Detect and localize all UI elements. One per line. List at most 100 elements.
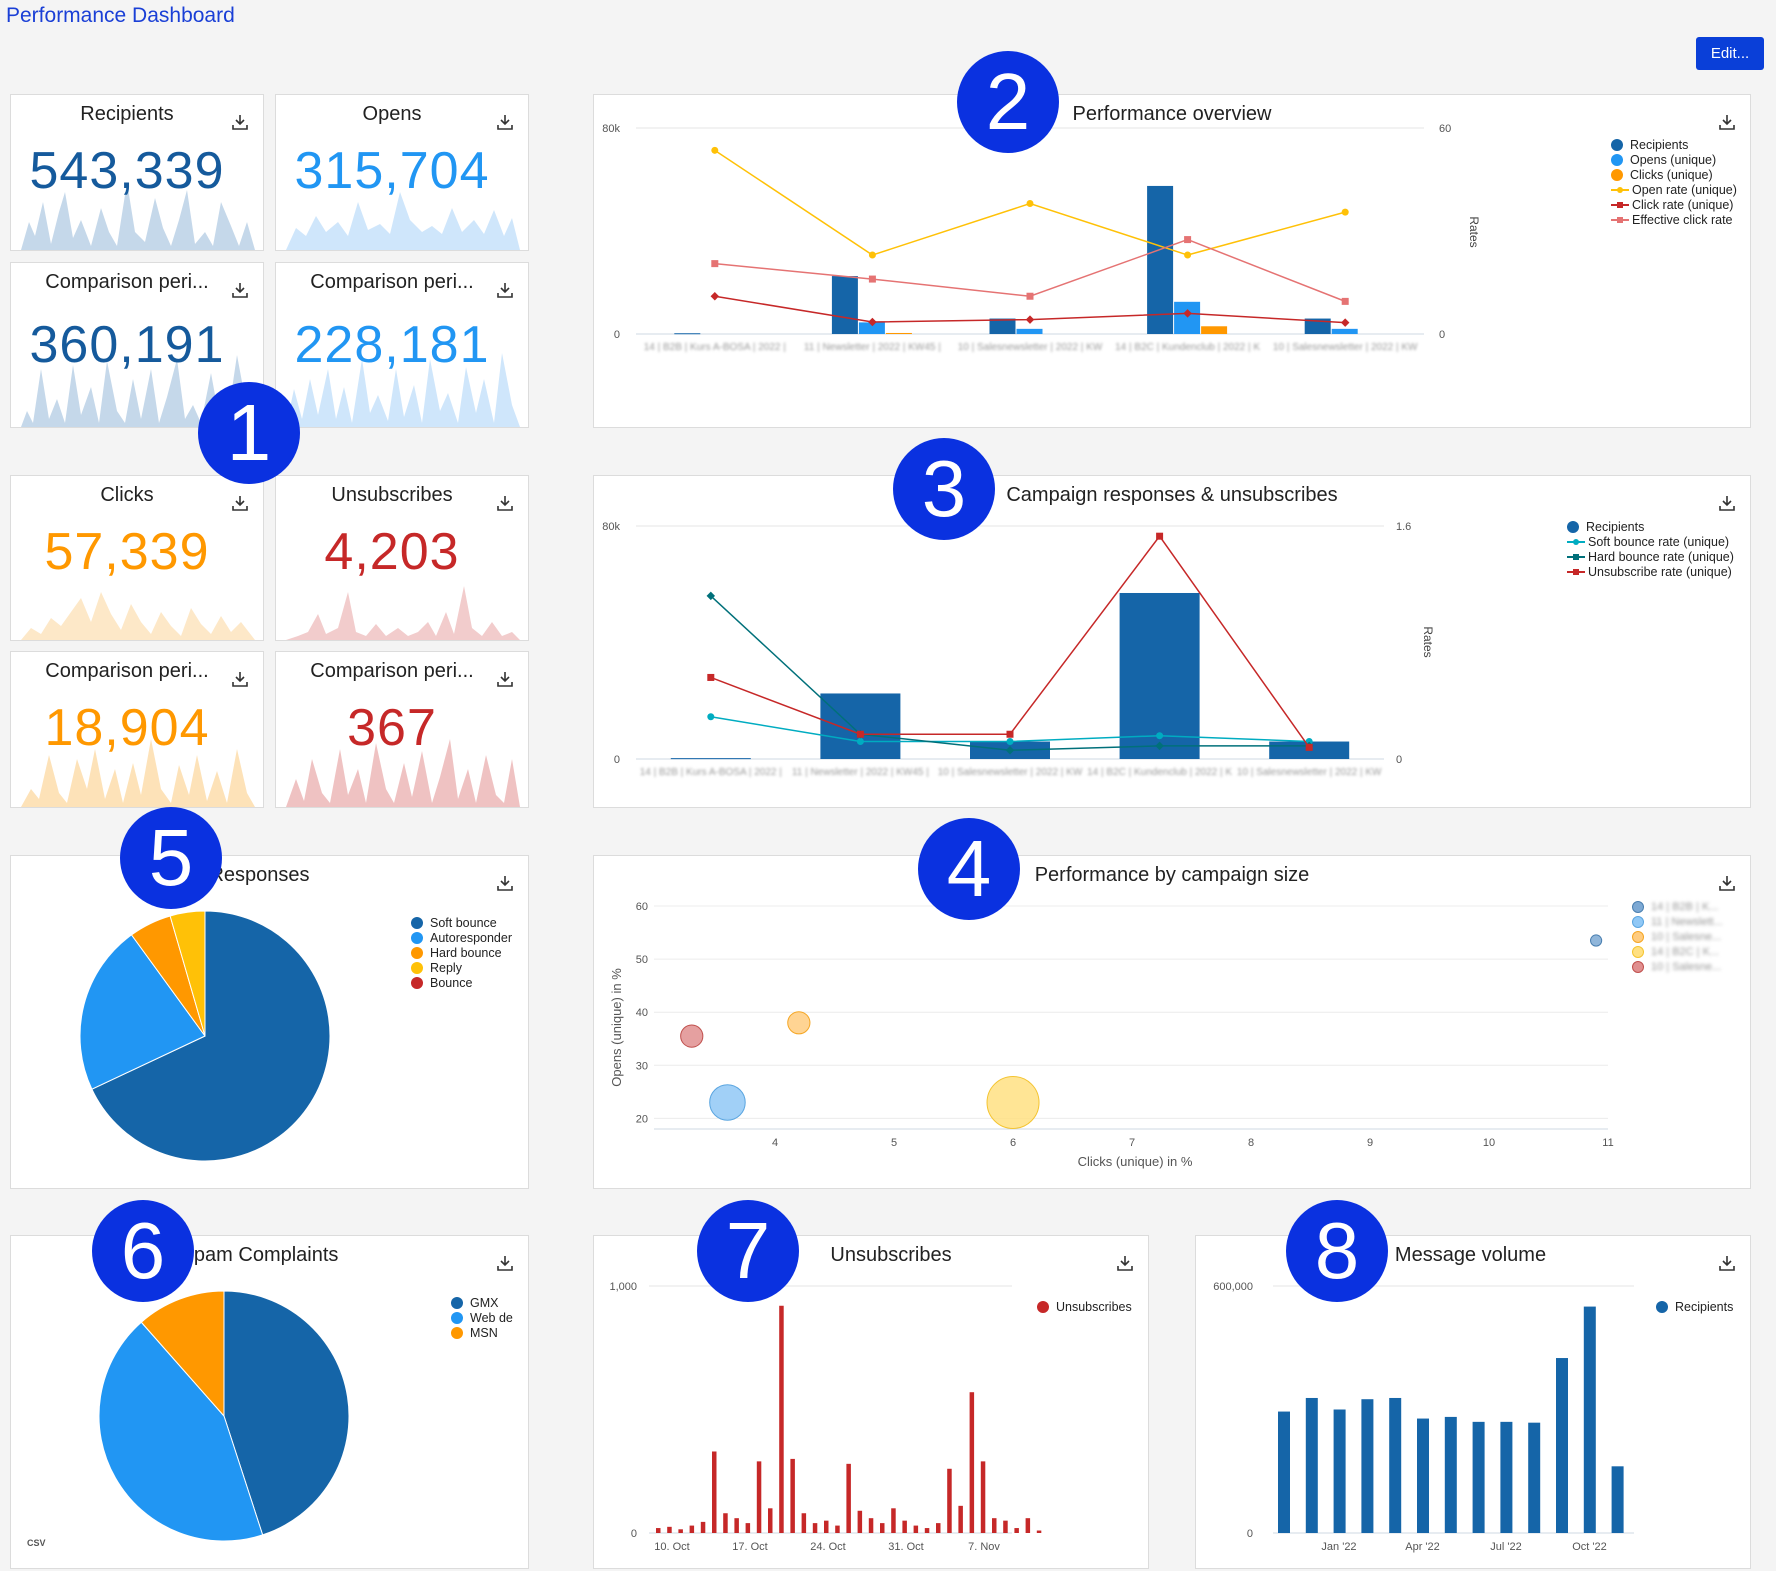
legend-item[interactable]: Recipients	[1611, 137, 1737, 152]
legend-item[interactable]: Unsubscribes	[1037, 1299, 1132, 1314]
download-icon[interactable]	[231, 670, 249, 688]
download-icon[interactable]	[231, 113, 249, 131]
bar	[1016, 328, 1043, 334]
bar	[1036, 1530, 1042, 1533]
series-line	[710, 716, 1310, 743]
kpi-value: 4,203	[324, 523, 460, 581]
legend-item[interactable]: Open rate (unique)	[1611, 182, 1737, 197]
pie-slice	[169, 910, 206, 1037]
x-axis-label: Clicks (unique) in %	[1078, 1154, 1193, 1169]
sparkline	[286, 192, 520, 250]
bar	[1417, 1418, 1429, 1533]
download-icon[interactable]	[496, 113, 514, 131]
kpi-title: Comparison peri...	[45, 660, 209, 682]
badge-5: 5	[120, 807, 222, 909]
y2-tick-label: 60	[1439, 123, 1451, 135]
bar	[1556, 1358, 1568, 1533]
download-icon[interactable]	[1718, 494, 1736, 512]
legend-item[interactable]: Web de	[451, 1310, 513, 1325]
download-icon[interactable]	[496, 874, 514, 892]
y-axis-label: Opens (unique) in %	[609, 968, 624, 1087]
y-tick-label: 50	[636, 954, 648, 966]
chart-legend: Soft bounce Autoresponder Hard bounce Re…	[411, 915, 512, 990]
legend-label: Effective click rate	[1632, 212, 1733, 227]
legend-item[interactable]: Opens (unique)	[1611, 152, 1737, 167]
legend-item[interactable]: Reply	[411, 960, 512, 975]
download-icon[interactable]	[496, 281, 514, 299]
kpi-title: Opens	[362, 103, 422, 125]
point-marker	[1184, 251, 1192, 259]
legend-item[interactable]: 14 | B2B | K...	[1632, 899, 1723, 914]
sparkline	[286, 353, 520, 427]
download-icon[interactable]	[496, 494, 514, 512]
download-icon[interactable]	[231, 281, 249, 299]
spam-complaints-card: Spam Complaints GMX Web de MSN CSV	[10, 1235, 529, 1569]
legend-item[interactable]: Recipients	[1656, 1299, 1733, 1314]
bar	[857, 1510, 863, 1533]
download-icon[interactable]	[1116, 1254, 1134, 1272]
legend-item[interactable]: Effective click rate	[1611, 212, 1737, 227]
bar	[902, 1520, 907, 1533]
sparkline	[21, 182, 255, 250]
download-icon[interactable]	[1718, 874, 1736, 892]
y2-axis-label: Rates	[1421, 626, 1435, 657]
download-icon[interactable]	[1718, 1254, 1736, 1272]
kpi-title: Comparison peri...	[310, 271, 474, 293]
bar	[768, 1508, 773, 1533]
point-marker	[1183, 309, 1192, 318]
point-marker	[1025, 315, 1035, 324]
kpi-value: 543,339	[29, 142, 225, 200]
spam-complaints-pie	[98, 1290, 350, 1542]
legend-item[interactable]: Bounce	[411, 975, 512, 990]
y-tick-label: 30	[636, 1060, 648, 1072]
download-icon[interactable]	[231, 494, 249, 512]
chart-legend: Recipients	[1656, 1299, 1733, 1314]
legend-item[interactable]: Clicks (unique)	[1611, 167, 1737, 182]
x-tick-label: 10 | Salesnewsletter | 2022 | KW	[938, 767, 1083, 778]
edit-button[interactable]: Edit...	[1696, 37, 1764, 70]
legend-item[interactable]: Soft bounce	[411, 915, 512, 930]
x-tick-label: Oct '22	[1572, 1541, 1607, 1553]
legend-label: 10 | Salesne...	[1651, 960, 1722, 973]
chart-title: Message volume	[1394, 1244, 1547, 1266]
badge-8: 8	[1286, 1200, 1388, 1302]
y-tick-label: 40	[636, 1007, 648, 1019]
legend-item[interactable]: MSN	[451, 1325, 513, 1340]
legend-label: MSN	[470, 1325, 498, 1340]
legend-item[interactable]: 10 | Salesne...	[1632, 959, 1723, 974]
kpi-value: 360,191	[29, 316, 225, 374]
legend-label: Unsubscribe rate (unique)	[1588, 564, 1732, 579]
chart-title: Unsubscribes	[830, 1244, 952, 1266]
bar	[824, 1520, 829, 1533]
kpi-value: 315,704	[294, 142, 490, 200]
x-tick-label: 31. Oct	[888, 1541, 923, 1553]
legend-item[interactable]: 10 | Salesne...	[1632, 929, 1723, 944]
legend-item[interactable]: Hard bounce	[411, 945, 512, 960]
chart-legend: 14 | B2B | K... 11 | Newslett... 10 | Sa…	[1632, 899, 1723, 974]
legend-item[interactable]: Autoresponder	[411, 930, 512, 945]
legend-item[interactable]: Hard bounce rate (unique)	[1567, 549, 1734, 564]
download-icon[interactable]	[496, 670, 514, 688]
kpi-value: 367	[347, 699, 437, 757]
x-tick-label: 24. Oct	[810, 1541, 845, 1553]
scatter-point	[1590, 934, 1603, 947]
legend-item[interactable]: Click rate (unique)	[1611, 197, 1737, 212]
download-icon[interactable]	[496, 1254, 514, 1272]
bar	[1304, 318, 1331, 334]
legend-item[interactable]: Recipients	[1567, 519, 1734, 534]
download-icon[interactable]	[1718, 113, 1736, 131]
legend-item[interactable]: 14 | B2C | K...	[1632, 944, 1723, 959]
csv-icon[interactable]: CSV	[27, 1538, 46, 1548]
bar	[670, 758, 751, 760]
legend-item[interactable]: Soft bounce rate (unique)	[1567, 534, 1734, 549]
legend-item[interactable]: 11 | Newslett...	[1632, 914, 1723, 929]
point-marker	[1006, 738, 1014, 746]
x-tick-label: 10 | Salesnewsletter | 2022 | KW	[1273, 342, 1418, 353]
legend-item[interactable]: Unsubscribe rate (unique)	[1567, 564, 1734, 579]
page-title[interactable]: Performance Dashboard	[6, 4, 235, 27]
point-marker	[1026, 200, 1034, 208]
bar	[936, 1523, 941, 1533]
point-marker	[710, 291, 720, 301]
legend-item[interactable]: GMX	[451, 1295, 513, 1310]
pie-slice	[91, 910, 331, 1162]
